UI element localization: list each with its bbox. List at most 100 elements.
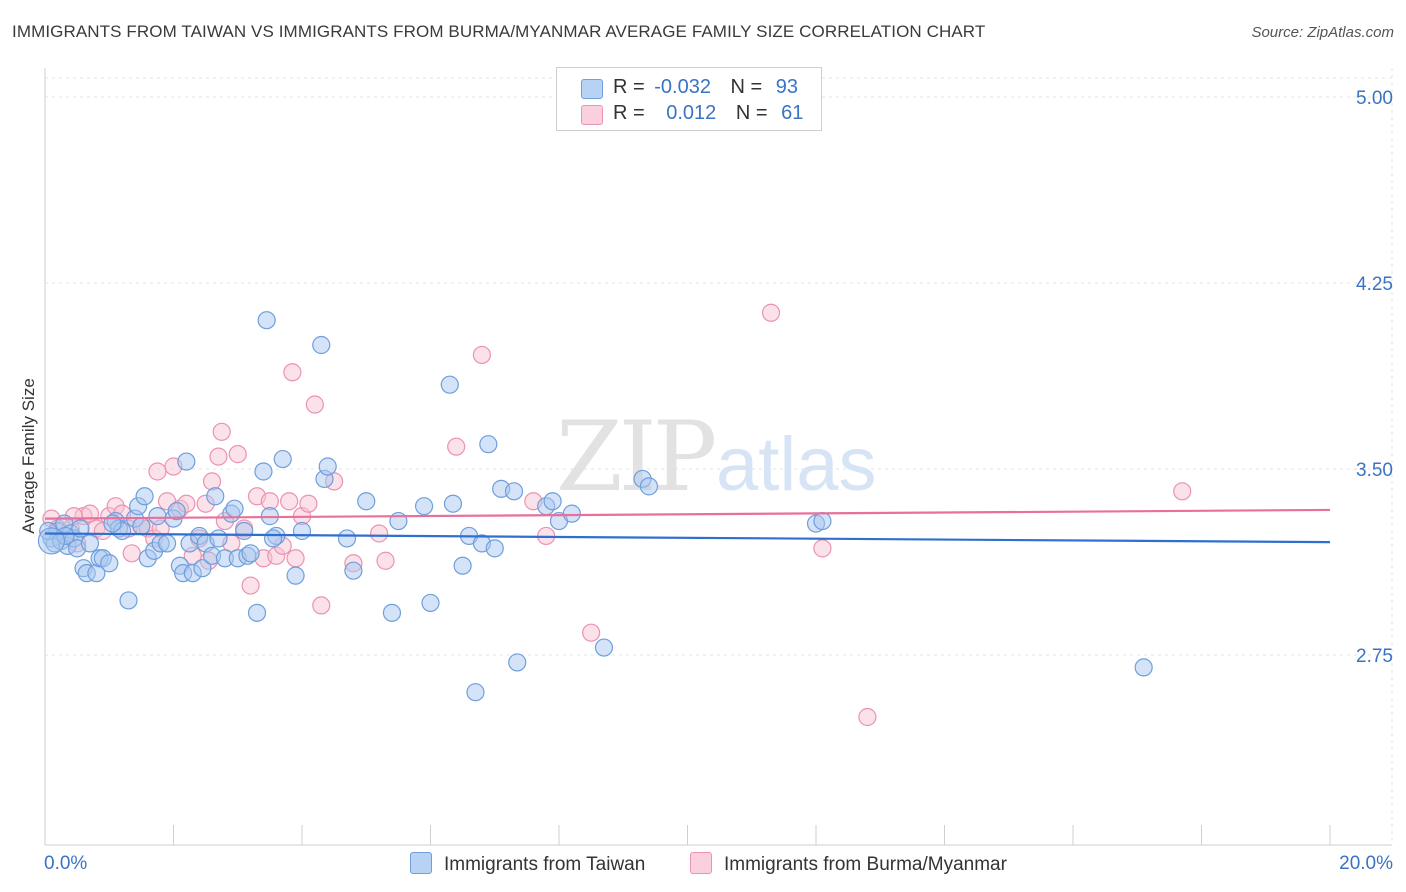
burma-point	[283, 363, 302, 382]
series-taiwan-points	[37, 311, 1153, 702]
taiwan-point	[479, 435, 498, 454]
burma-point	[212, 422, 231, 441]
burma-point	[241, 576, 260, 595]
taiwan-point	[337, 529, 357, 548]
series-legend-swatch-burma	[690, 852, 712, 874]
taiwan-point	[312, 335, 331, 355]
burma-point	[228, 445, 247, 464]
taiwan-point	[257, 311, 276, 330]
y-tick-label: 4.25	[1356, 274, 1393, 295]
taiwan-point	[119, 591, 138, 610]
taiwan-point	[292, 521, 312, 541]
taiwan-point	[357, 492, 376, 511]
legend-r-value-taiwan: -0.032	[654, 76, 711, 98]
taiwan-point	[167, 502, 186, 521]
watermark-zip: ZIP	[556, 401, 715, 513]
taiwan-point	[594, 638, 614, 657]
source-credit: Source: ZipAtlas.com	[1251, 24, 1394, 41]
legend-r-value-burma: 0.012	[666, 102, 717, 124]
taiwan-point	[241, 544, 260, 563]
watermark: ZIP atlas	[556, 401, 877, 513]
y-axis-label: Average Family Size	[19, 378, 38, 534]
burma-point	[202, 472, 222, 491]
taiwan-point	[263, 529, 283, 548]
taiwan-point	[273, 449, 292, 469]
burma-point	[1173, 482, 1192, 501]
series-legend-swatch-taiwan	[410, 852, 432, 874]
taiwan-point	[318, 457, 337, 476]
taiwan-point	[225, 499, 244, 518]
x-tick-label-min: 0.0%	[44, 853, 87, 874]
taiwan-point	[344, 561, 363, 580]
taiwan-point	[254, 462, 273, 481]
taiwan-point	[562, 504, 581, 523]
x-tick-label-max: 20.0%	[1339, 853, 1393, 874]
burma-point	[376, 551, 395, 570]
legend-swatch-burma	[581, 105, 603, 125]
taiwan-point	[135, 487, 154, 506]
burma-point	[122, 544, 141, 563]
series-legend-label-taiwan: Immigrants from Taiwan	[444, 854, 646, 875]
legend-n-value-burma: 61	[781, 102, 804, 124]
legend-n-label: N =	[735, 102, 768, 124]
taiwan-point	[100, 554, 119, 573]
tick-labels: 2.75 3.50 4.25 5.00 0.0% 20.0%	[44, 88, 1393, 874]
burma-point	[148, 462, 167, 481]
taiwan-point	[80, 534, 100, 553]
burma-point	[209, 447, 228, 466]
series-legend-taiwan: Immigrants from Taiwan	[410, 852, 645, 876]
taiwan-point	[466, 683, 485, 702]
burma-point	[813, 539, 832, 558]
taiwan-point	[639, 477, 659, 496]
taiwan-point	[1134, 658, 1153, 677]
taiwan-point	[504, 482, 524, 501]
burma-point	[370, 524, 389, 543]
legend-r-label: R =	[613, 102, 645, 124]
burma-point	[299, 494, 318, 513]
trend-line-taiwan	[44, 532, 1331, 544]
burma-point	[447, 437, 466, 456]
taiwan-point	[286, 566, 305, 585]
taiwan-point	[157, 534, 177, 553]
taiwan-point	[508, 653, 527, 672]
legend-swatch-taiwan	[581, 79, 603, 99]
chart-title: IMMIGRANTS FROM TAIWAN VS IMMIGRANTS FRO…	[12, 22, 986, 41]
taiwan-point	[132, 516, 151, 536]
taiwan-point	[813, 511, 832, 531]
taiwan-point	[103, 514, 122, 533]
axes	[44, 68, 1393, 846]
taiwan-point	[485, 539, 504, 558]
y-tick-label: 2.75	[1356, 646, 1393, 667]
trend-line-burma	[44, 508, 1331, 520]
burma-point	[280, 492, 299, 511]
burma-point	[858, 707, 877, 727]
burma-point	[286, 549, 305, 568]
taiwan-point	[177, 452, 196, 471]
taiwan-point	[148, 507, 167, 526]
taiwan-point	[193, 559, 212, 578]
legend-n-value-taiwan: 93	[775, 76, 799, 98]
taiwan-point	[443, 494, 463, 513]
taiwan-point	[440, 375, 459, 394]
taiwan-point	[543, 492, 562, 511]
legend-n-label: N =	[730, 76, 763, 98]
series-legend-burma: Immigrants from Burma/Myanmar	[690, 852, 1007, 876]
series-legend-label-burma: Immigrants from Burma/Myanmar	[724, 854, 1007, 875]
legend-r-label: R =	[613, 76, 645, 98]
watermark-atlas: atlas	[716, 422, 877, 507]
y-tick-label: 5.00	[1356, 88, 1393, 109]
grid-lines	[45, 77, 1392, 656]
taiwan-point	[235, 521, 254, 541]
trend-lines	[44, 508, 1331, 544]
taiwan-point	[382, 603, 402, 622]
y-tick-label: 3.50	[1356, 460, 1393, 481]
taiwan-point	[247, 603, 267, 622]
burma-point	[305, 395, 324, 414]
correlation-legend: R = -0.032 N = 93 R = 0.012 N = 61	[556, 67, 822, 131]
taiwan-point	[453, 556, 472, 575]
burma-point	[761, 303, 781, 322]
taiwan-point-large	[37, 527, 66, 555]
taiwan-point	[414, 497, 434, 516]
burma-point	[472, 345, 491, 365]
burma-point	[582, 623, 601, 642]
